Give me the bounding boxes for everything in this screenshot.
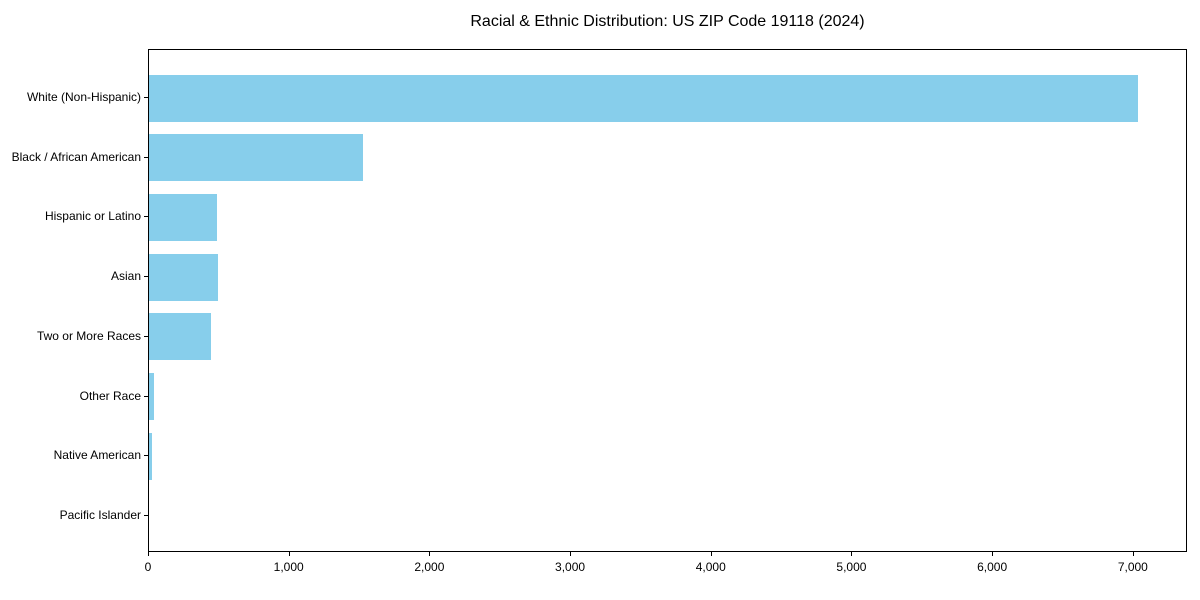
- y-axis-tick: [144, 97, 148, 98]
- bar: [149, 193, 217, 241]
- bar: [149, 373, 154, 420]
- y-axis-label: Pacific Islander: [59, 507, 141, 522]
- x-axis-tick: [148, 552, 149, 556]
- x-axis-label: 2,000: [414, 560, 445, 574]
- x-axis-label: 6,000: [977, 560, 1008, 574]
- x-axis-label: 0: [144, 560, 152, 574]
- bar: [149, 74, 1139, 122]
- y-axis-tick: [144, 156, 148, 158]
- x-axis-tick: [710, 552, 712, 556]
- y-axis-label: Black / African American: [11, 149, 141, 164]
- bar: [149, 313, 212, 361]
- y-axis-label: Hispanic or Latino: [44, 209, 141, 224]
- x-axis-tick: [1132, 552, 1134, 556]
- x-axis-tick: [570, 552, 572, 556]
- x-axis-tick: [992, 552, 994, 556]
- y-axis-tick: [144, 455, 148, 457]
- x-axis-label: 7,000: [1117, 560, 1148, 574]
- y-axis-label: Other Race: [79, 388, 141, 403]
- chart-title: Racial & Ethnic Distribution: US ZIP Cod…: [470, 13, 865, 30]
- x-axis-tick: [851, 552, 853, 556]
- y-axis-label: Two or More Races: [36, 328, 141, 343]
- x-axis-label: 1,000: [273, 560, 304, 574]
- bar: [149, 432, 152, 480]
- y-axis-tick: [144, 395, 148, 397]
- y-axis-tick: [144, 514, 148, 516]
- x-axis-label: 3,000: [555, 560, 586, 574]
- bar: [149, 134, 363, 182]
- bar: [149, 253, 218, 301]
- x-axis-tick: [429, 552, 431, 556]
- y-axis-tick: [144, 276, 148, 278]
- y-axis-label: Native American: [53, 448, 141, 463]
- x-axis-tick: [288, 552, 290, 556]
- y-axis-label: Asian: [110, 269, 141, 284]
- y-axis-label: White (Non-Hispanic): [26, 90, 141, 104]
- x-axis-label: 5,000: [836, 560, 867, 574]
- plot-area: [148, 49, 1187, 552]
- y-axis-tick: [144, 216, 148, 218]
- y-axis-tick: [144, 335, 148, 337]
- x-axis-label: 4,000: [695, 560, 726, 574]
